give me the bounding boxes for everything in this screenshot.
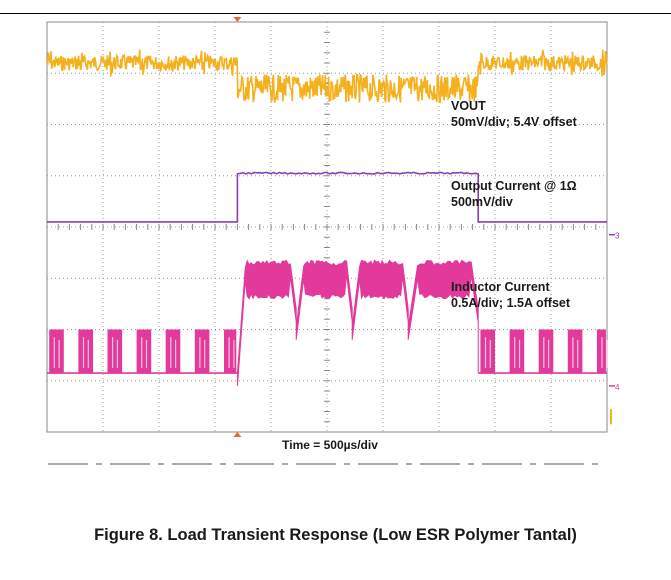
inductor-current-label-scale: 0.5A/div; 1.5A offset	[451, 296, 571, 310]
top-rule	[0, 13, 671, 14]
plot-traces	[46, 49, 608, 386]
inductor-current-burst	[480, 329, 495, 374]
inductor-current-burst	[224, 329, 237, 374]
vout-label-name: VOUT	[451, 99, 486, 113]
x-axis-label: Time = 500µs/div	[282, 438, 378, 452]
inductor-current-label: Inductor Current 0.5A/div; 1.5A offset	[451, 279, 570, 311]
trigger-marker-top	[233, 17, 242, 22]
inductor-current-label-name: Inductor Current	[451, 280, 550, 294]
output-current-label-scale: 500mV/div	[451, 195, 513, 209]
inductor-current-burst	[509, 329, 525, 374]
inductor-current-heavy-load	[236, 259, 479, 386]
inductor-current-burst	[78, 329, 93, 374]
plot-markers: 34	[233, 17, 620, 437]
inductor-current-burst	[107, 329, 123, 374]
trigger-marker-bottom	[233, 432, 242, 437]
channel-3-marker: 3	[615, 232, 620, 241]
inductor-current-burst	[136, 329, 152, 374]
output-current-trace	[47, 171, 607, 223]
oscilloscope-plot: 34	[46, 17, 620, 437]
figure-caption: Figure 8. Load Transient Response (Low E…	[94, 526, 577, 544]
bottom-dashed-rule	[48, 463, 606, 465]
inductor-current-burst	[49, 329, 64, 374]
inductor-current-burst	[567, 329, 583, 374]
inductor-current-burst	[538, 329, 554, 374]
output-current-label: Output Current @ 1Ω 500mV/div	[451, 178, 577, 210]
channel-4-marker: 4	[615, 383, 620, 392]
vout-label-scale: 50mV/div; 5.4V offset	[451, 115, 577, 129]
vout-trace	[46, 49, 608, 104]
inductor-current-burst	[165, 329, 181, 374]
inductor-current-burst	[194, 329, 210, 374]
vout-label: VOUT 50mV/div; 5.4V offset	[451, 98, 577, 130]
output-current-label-name: Output Current @ 1Ω	[451, 179, 577, 193]
